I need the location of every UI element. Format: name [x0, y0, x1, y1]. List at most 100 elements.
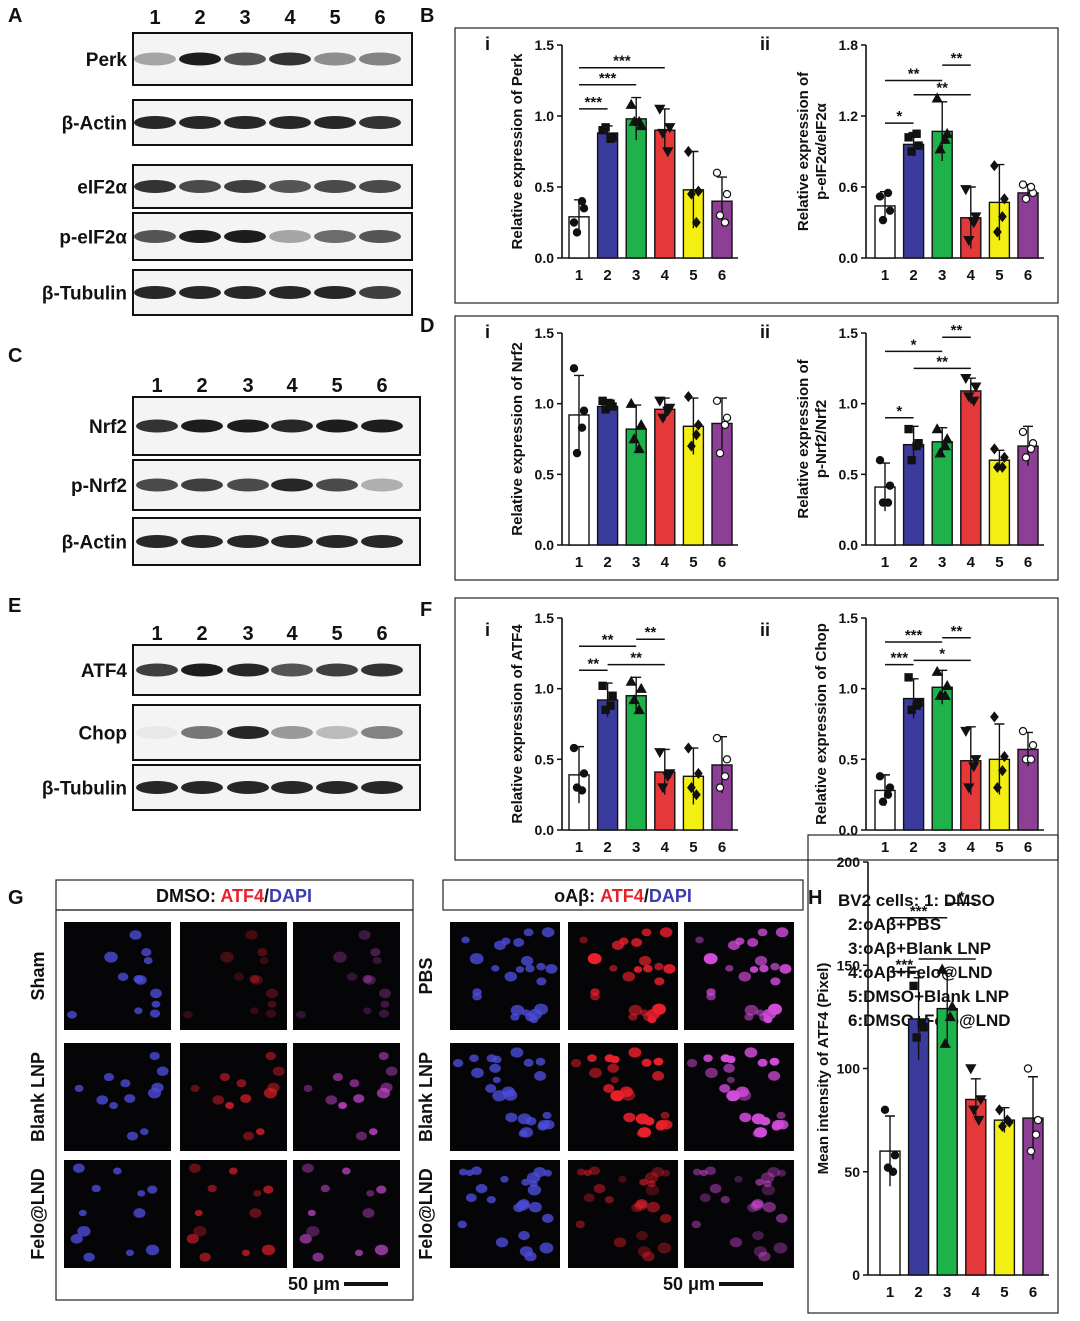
nucleus	[529, 1016, 539, 1024]
blot-band	[314, 230, 356, 243]
panel-letter: E	[8, 595, 21, 617]
nucleus	[489, 1063, 501, 1073]
lane-label: 5	[331, 375, 342, 397]
data-point	[720, 218, 730, 227]
data-point	[1026, 1146, 1036, 1156]
y-tick-label: 1.5	[535, 610, 555, 626]
x-tick-label: 3	[938, 839, 946, 856]
panel-letter: B	[420, 5, 434, 27]
data-point	[657, 783, 669, 794]
x-tick-label: 5	[689, 267, 697, 284]
data-point	[970, 212, 982, 223]
nucleus	[705, 1067, 718, 1079]
data-point	[569, 364, 579, 373]
nucleus	[521, 1009, 531, 1016]
nucleus	[261, 1244, 276, 1256]
data-point	[628, 694, 640, 705]
lane-label: 6	[376, 375, 387, 397]
blot-band	[136, 478, 178, 492]
legend-line: 5:DMSO+Blank LNP	[848, 987, 1009, 1006]
y-tick-label: 0.5	[535, 179, 555, 195]
nucleus	[249, 975, 260, 984]
error-bar	[631, 96, 642, 141]
data-point	[601, 123, 610, 132]
title-part: oAβ:	[554, 886, 600, 906]
x-tick-label: 4	[967, 267, 976, 284]
nucleus	[241, 1249, 251, 1257]
nucleus	[363, 975, 376, 985]
error-bar	[574, 374, 584, 455]
data-point	[1000, 750, 1009, 763]
x-tick-label: 1	[575, 839, 583, 856]
nucleus	[593, 1183, 606, 1194]
nucleus	[739, 1112, 752, 1123]
blot-row-label: β-Tubulin	[42, 779, 127, 800]
panel-frame	[454, 315, 1059, 581]
nucleus	[129, 930, 142, 940]
nucleus	[583, 1169, 592, 1177]
y-axis-label: Relative expression of Chop	[813, 623, 830, 825]
nucleus	[267, 1082, 280, 1093]
nucleus	[725, 964, 734, 972]
nucleus	[465, 1193, 477, 1203]
blot-band	[224, 230, 266, 243]
nucleus	[659, 927, 673, 938]
nucleus	[535, 1057, 546, 1066]
significance-label: ***	[613, 53, 631, 70]
data-point	[606, 134, 615, 143]
nucleus	[510, 1047, 524, 1058]
nucleus	[368, 1128, 378, 1136]
image-frame	[55, 909, 414, 1301]
x-tick-label: 5	[995, 839, 1003, 856]
title-part: ATF4	[220, 886, 264, 906]
nucleus	[510, 1013, 520, 1021]
y-tick-label: 0.6	[839, 179, 859, 195]
nucleus	[134, 1007, 143, 1015]
nucleus	[589, 1166, 601, 1176]
nucleus	[376, 1087, 391, 1099]
subpanel-label: ii	[760, 34, 770, 54]
nucleus	[465, 1169, 474, 1177]
data-point	[654, 104, 666, 115]
x-tick-label: 6	[1024, 267, 1032, 284]
data-point	[1018, 726, 1028, 736]
blot-band	[269, 230, 311, 243]
x-tick-label: 1	[575, 267, 583, 284]
nucleus	[755, 1009, 765, 1016]
nucleus	[517, 1113, 532, 1125]
nucleus	[472, 988, 482, 996]
nucleus	[143, 957, 153, 965]
y-tick-label: 0.5	[535, 751, 555, 767]
nucleus	[767, 1167, 781, 1178]
data-point	[875, 192, 885, 201]
panel-letter: G	[8, 887, 24, 909]
nucleus	[469, 953, 484, 965]
nucleus	[583, 1193, 595, 1203]
nucleus	[654, 977, 665, 986]
data-point	[883, 498, 893, 507]
nucleus	[249, 1208, 262, 1218]
nucleus	[358, 930, 371, 940]
nucleus	[753, 1246, 767, 1257]
blot-band	[361, 478, 403, 492]
x-tick-label: 4	[661, 554, 670, 571]
nucleus	[589, 1067, 602, 1079]
nucleus	[332, 1073, 344, 1082]
data-point	[635, 682, 647, 693]
data-point	[606, 399, 615, 408]
blot-band	[181, 663, 223, 677]
data-point	[715, 783, 725, 792]
data-point	[968, 762, 980, 773]
nucleus	[723, 1063, 735, 1073]
data-point	[880, 1105, 890, 1115]
image-tile	[180, 922, 287, 1030]
nucleus	[618, 1175, 627, 1183]
blot-band	[136, 663, 178, 677]
data-point	[995, 1104, 1004, 1116]
nucleus	[542, 1213, 554, 1224]
nucleus	[628, 1047, 642, 1058]
subpanel-label: i	[485, 34, 490, 54]
nucleus	[719, 1084, 731, 1093]
nucleus	[190, 1084, 200, 1092]
x-tick-label: 4	[661, 839, 670, 856]
